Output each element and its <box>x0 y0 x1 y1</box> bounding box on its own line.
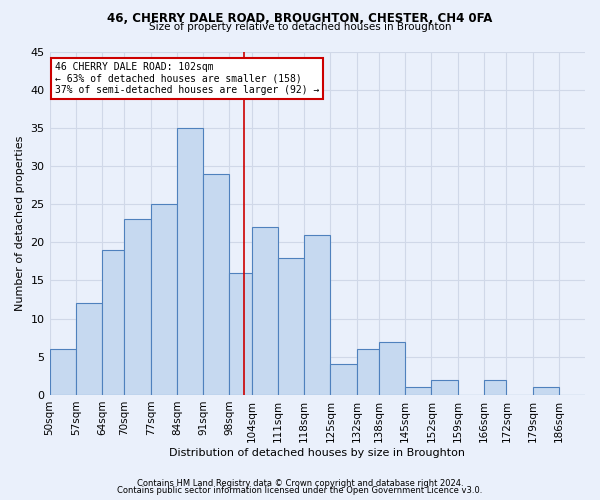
Bar <box>252 227 278 395</box>
Bar <box>356 349 379 395</box>
Bar <box>304 234 331 395</box>
Bar <box>331 364 356 395</box>
Bar <box>50 349 76 395</box>
Text: 46, CHERRY DALE ROAD, BROUGHTON, CHESTER, CH4 0FA: 46, CHERRY DALE ROAD, BROUGHTON, CHESTER… <box>107 12 493 26</box>
Text: Size of property relative to detached houses in Broughton: Size of property relative to detached ho… <box>149 22 451 32</box>
Bar <box>203 174 229 395</box>
Bar <box>533 388 559 395</box>
Text: Contains public sector information licensed under the Open Government Licence v3: Contains public sector information licen… <box>118 486 482 495</box>
Bar <box>484 380 506 395</box>
Bar <box>431 380 458 395</box>
Bar <box>124 220 151 395</box>
Bar <box>177 128 203 395</box>
Text: Contains HM Land Registry data © Crown copyright and database right 2024.: Contains HM Land Registry data © Crown c… <box>137 478 463 488</box>
Bar <box>229 273 252 395</box>
Bar <box>102 250 124 395</box>
Bar <box>379 342 405 395</box>
Bar <box>405 388 431 395</box>
Bar <box>76 304 102 395</box>
Y-axis label: Number of detached properties: Number of detached properties <box>15 136 25 311</box>
X-axis label: Distribution of detached houses by size in Broughton: Distribution of detached houses by size … <box>169 448 465 458</box>
Text: 46 CHERRY DALE ROAD: 102sqm
← 63% of detached houses are smaller (158)
37% of se: 46 CHERRY DALE ROAD: 102sqm ← 63% of det… <box>55 62 319 95</box>
Bar <box>151 204 177 395</box>
Bar <box>278 258 304 395</box>
